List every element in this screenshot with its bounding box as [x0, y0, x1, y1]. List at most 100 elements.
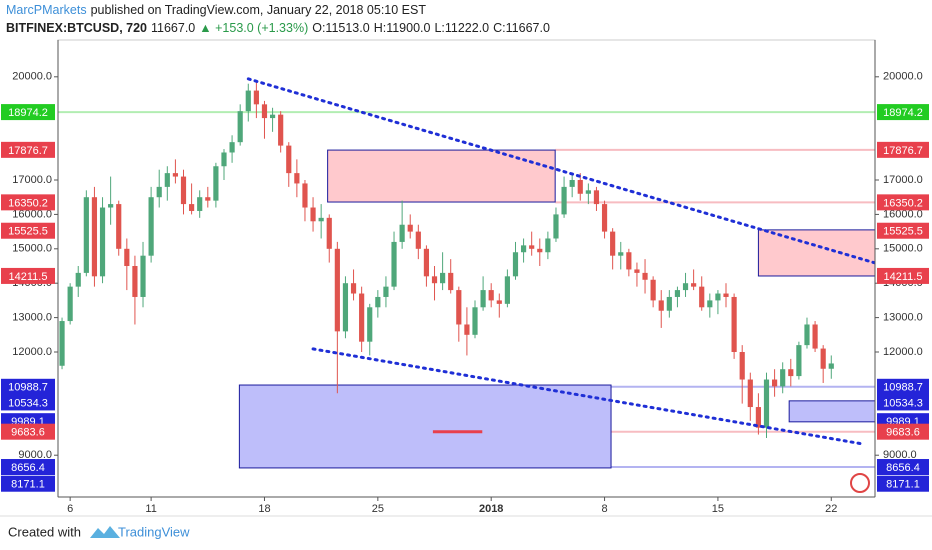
candle-body	[359, 293, 365, 342]
candle-body	[529, 245, 535, 249]
level-tag	[877, 423, 929, 440]
change: ▲ +153.0 (+1.33%)	[199, 21, 309, 35]
candle-body	[367, 307, 373, 342]
level-tag	[877, 267, 929, 284]
candle-body	[99, 207, 106, 277]
symbol: BITFINEX:BTCUSD, 720	[6, 21, 147, 35]
candle-body	[504, 276, 510, 304]
x-tick-label: 2018	[479, 503, 503, 515]
level-label: 9683.6	[886, 427, 920, 439]
level-tag	[1, 459, 55, 476]
candle-body	[375, 296, 381, 308]
candle-body	[221, 152, 227, 167]
candle-body	[334, 248, 340, 332]
candle-body	[707, 300, 713, 308]
candle-body	[148, 197, 154, 256]
candle-body	[658, 300, 664, 311]
candle-body	[545, 238, 551, 253]
level-label: 17876.7	[883, 145, 923, 157]
quote-line: BITFINEX:BTCUSD, 720 11667.0 ▲ +153.0 (+1.…	[6, 21, 554, 35]
y-tick-label: 15000.0	[12, 243, 52, 255]
open: O:11513.0	[312, 21, 370, 35]
candle-body	[577, 180, 583, 194]
level-tag	[877, 141, 929, 158]
level-label: 16350.2	[883, 197, 923, 209]
level-label: 14211.5	[884, 271, 923, 283]
level-label: 18974.2	[883, 107, 923, 119]
candle-body	[626, 252, 632, 270]
level-tag	[877, 475, 929, 492]
author[interactable]: MarcPMarkets	[6, 3, 87, 17]
published: published on TradingView.com, January 22…	[90, 3, 426, 17]
candle-body	[261, 104, 268, 119]
y-tick-label: 17000.0	[883, 174, 923, 186]
candle-body	[132, 266, 138, 297]
candle-body	[464, 324, 470, 335]
x-tick-label: 8	[601, 503, 607, 515]
level-tag	[1, 475, 55, 492]
low: L:11222.0	[434, 21, 490, 35]
candle-body	[593, 190, 600, 205]
candle-body	[189, 204, 195, 211]
layer: 20000.0 20000.0 17000.0 17000.0 16000.0 16000…	[0, 40, 932, 515]
candle-body	[715, 293, 721, 301]
candle-body	[278, 114, 284, 146]
x-tick-label: 18	[258, 503, 270, 515]
candle-body	[699, 286, 705, 308]
candle-body	[691, 283, 697, 287]
candle-body	[415, 231, 421, 249]
level-label: 10534.3	[883, 397, 923, 409]
candle-body	[472, 307, 478, 335]
level-tag	[1, 194, 55, 211]
candle-body	[391, 241, 397, 287]
brand[interactable]: TradingView	[118, 524, 190, 539]
level-tag	[1, 394, 55, 411]
x-tick-label: 25	[372, 503, 384, 515]
candle-body	[310, 207, 316, 222]
candle-body	[67, 286, 73, 322]
candle-body	[448, 272, 454, 291]
level-tag	[1, 423, 55, 440]
level-label: 17876.7	[8, 145, 48, 157]
candle-body	[124, 248, 130, 267]
level-label: 15525.5	[883, 226, 923, 238]
candle-body	[423, 248, 430, 277]
candle-body	[180, 176, 187, 205]
trendline	[311, 347, 864, 446]
candle-body	[253, 90, 259, 105]
y-tick-label: 16000.0	[883, 208, 923, 220]
y-tick-label: 12000.0	[883, 346, 923, 358]
level-label: 10534.3	[8, 397, 48, 409]
candle-body	[610, 231, 616, 256]
candle-body	[350, 283, 357, 294]
candle-body	[650, 279, 656, 301]
candle-body	[788, 369, 794, 377]
candle-body	[383, 286, 389, 297]
candle-body	[763, 379, 770, 428]
candle-body	[496, 300, 502, 304]
y-tick-label: 17000.0	[12, 174, 52, 186]
candle-body	[601, 204, 608, 232]
last: 11667.0	[151, 21, 196, 35]
level-label: 18974.2	[8, 107, 48, 119]
candle-body	[197, 197, 203, 211]
close: C:11667.0	[493, 21, 550, 35]
candle-body	[399, 224, 405, 242]
candle-body	[156, 186, 162, 198]
level-tag	[1, 104, 55, 121]
candle-body	[205, 197, 211, 201]
level-label: 8171.1	[886, 479, 920, 491]
y-tick-label: 13000.0	[12, 312, 52, 324]
candle-body	[804, 324, 810, 346]
level-tag	[877, 104, 929, 121]
candle-body	[286, 145, 292, 174]
candle-body	[326, 217, 332, 249]
candle-body	[164, 173, 170, 187]
candle-body	[480, 290, 486, 308]
candle-body	[569, 180, 575, 187]
zone-box	[327, 149, 556, 203]
candle-body	[213, 166, 219, 201]
y-tick-label: 20000.0	[883, 71, 923, 83]
